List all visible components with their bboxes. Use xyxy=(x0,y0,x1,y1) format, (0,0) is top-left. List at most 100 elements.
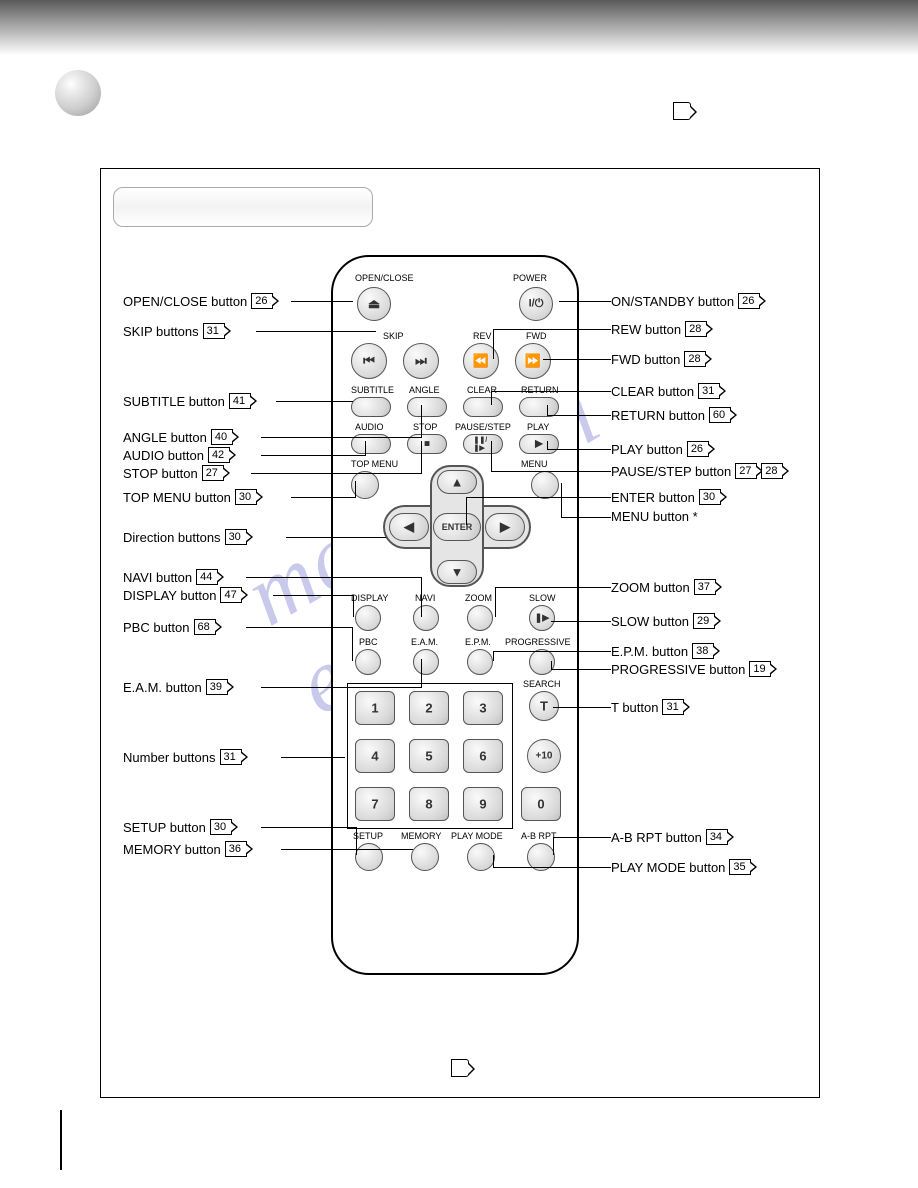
plus10-button[interactable]: +10 xyxy=(527,739,561,773)
line xyxy=(356,827,357,855)
dpad-right-button[interactable]: ▶ xyxy=(485,513,525,541)
skip-next-icon: ⏭ xyxy=(415,353,427,369)
label-memory: MEMORY xyxy=(401,831,441,841)
label-return: RETURN xyxy=(521,385,559,395)
line xyxy=(491,391,492,405)
line xyxy=(421,577,422,617)
num-9: 9 xyxy=(479,797,486,812)
label-power: POWER xyxy=(513,273,547,283)
eject-icon: ⏏ xyxy=(368,296,380,312)
label-pbc: PBC xyxy=(359,637,378,647)
label-skip: SKIP xyxy=(383,331,404,341)
label-ab-rpt: A-B RPT xyxy=(521,831,557,841)
slow-button[interactable]: ❚▶ xyxy=(529,605,555,631)
navi-button[interactable] xyxy=(413,605,439,631)
line xyxy=(261,687,421,688)
zoom-button[interactable] xyxy=(467,605,493,631)
line xyxy=(493,329,611,330)
num-0-button[interactable]: 0 xyxy=(521,787,561,821)
num-4-button[interactable]: 4 xyxy=(355,739,395,773)
clear-button[interactable] xyxy=(463,397,503,417)
line xyxy=(365,441,366,456)
skip-prev-button[interactable]: ⏮ xyxy=(351,343,387,379)
dpad-left-button[interactable]: ◀ xyxy=(389,513,429,541)
num-2-button[interactable]: 2 xyxy=(409,691,449,725)
skip-next-button[interactable]: ⏭ xyxy=(403,343,439,379)
line xyxy=(561,483,562,518)
callout-slow: SLOW button29 xyxy=(611,613,715,629)
dpad-up-button[interactable]: ▲ xyxy=(437,470,477,494)
num-9-button[interactable]: 9 xyxy=(463,787,503,821)
return-button[interactable] xyxy=(519,397,559,417)
line xyxy=(543,359,611,360)
t-button[interactable]: T xyxy=(529,691,559,721)
callout-play-mode: PLAY MODE button35 xyxy=(611,859,751,875)
page-shape-bottom xyxy=(451,1059,469,1077)
line xyxy=(291,497,355,498)
label-open-close: OPEN/CLOSE xyxy=(355,273,414,283)
line xyxy=(553,707,611,708)
epm-button[interactable] xyxy=(467,649,493,675)
fwd-button[interactable]: ⏩ xyxy=(515,343,551,379)
memory-button[interactable] xyxy=(411,843,439,871)
callout-menu: MENU button * xyxy=(611,509,698,524)
line xyxy=(553,837,554,855)
num-6-button[interactable]: 6 xyxy=(463,739,503,773)
play-icon: ▶ xyxy=(535,439,543,450)
line xyxy=(491,391,611,392)
title-chip xyxy=(113,187,373,227)
line xyxy=(551,669,611,670)
callout-on-standby: ON/STANDBY button26 xyxy=(611,293,760,309)
num-1-button[interactable]: 1 xyxy=(355,691,395,725)
line xyxy=(561,517,611,518)
line xyxy=(286,537,386,538)
play-button[interactable]: ▶ xyxy=(519,434,559,454)
line xyxy=(551,661,552,670)
right-icon: ▶ xyxy=(500,519,510,535)
line xyxy=(246,627,352,628)
num-1: 1 xyxy=(371,701,378,716)
dpad-down-button[interactable]: ▼ xyxy=(437,560,477,584)
setup-button[interactable] xyxy=(355,843,383,871)
line xyxy=(421,441,422,474)
callout-zoom: ZOOM button37 xyxy=(611,579,716,595)
line xyxy=(421,659,422,688)
callout-memory: MEMORY button36 xyxy=(123,841,247,857)
line xyxy=(276,401,353,402)
subtitle-button[interactable] xyxy=(351,397,391,417)
num-0: 0 xyxy=(537,797,544,812)
callout-ab-rpt: A-B RPT button34 xyxy=(611,829,728,845)
callout-direction: Direction buttons30 xyxy=(123,529,247,545)
eam-button[interactable] xyxy=(413,649,439,675)
line xyxy=(551,621,611,622)
skip-prev-icon: ⏮ xyxy=(363,353,375,369)
label-eam: E.A.M. xyxy=(411,637,438,647)
menu-button[interactable] xyxy=(531,471,559,499)
power-icon: I/⏻ xyxy=(529,298,544,311)
num-7-button[interactable]: 7 xyxy=(355,787,395,821)
num-5-button[interactable]: 5 xyxy=(409,739,449,773)
line xyxy=(291,301,353,302)
num-3-button[interactable]: 3 xyxy=(463,691,503,725)
line xyxy=(547,405,548,416)
line xyxy=(281,849,413,850)
pause-step-button[interactable]: ❚❚/❚▶ xyxy=(463,434,503,454)
play-mode-button[interactable] xyxy=(467,843,495,871)
line xyxy=(355,481,356,498)
power-button[interactable]: I/⏻ xyxy=(519,287,553,321)
label-subtitle: SUBTITLE xyxy=(351,385,394,395)
line xyxy=(246,577,421,578)
line xyxy=(421,405,422,438)
line xyxy=(466,497,467,525)
display-button[interactable] xyxy=(355,605,381,631)
num-8-button[interactable]: 8 xyxy=(409,787,449,821)
enter-label: ENTER xyxy=(442,522,473,532)
section-orb xyxy=(55,70,101,116)
pbc-button[interactable] xyxy=(355,649,381,675)
callout-eam: E.A.M. button39 xyxy=(123,679,228,695)
angle-button[interactable] xyxy=(407,397,447,417)
enter-button[interactable]: ENTER xyxy=(433,513,481,541)
label-pause-step: PAUSE/STEP xyxy=(455,422,511,432)
num-8: 8 xyxy=(425,797,432,812)
eject-button[interactable]: ⏏ xyxy=(357,287,391,321)
